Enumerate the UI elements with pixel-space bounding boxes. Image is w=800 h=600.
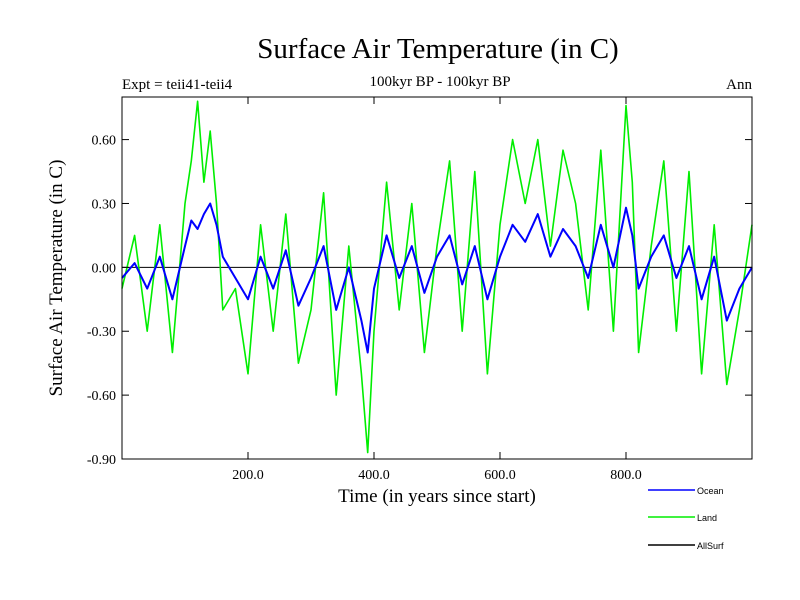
y-tick-label: -0.30 bbox=[87, 325, 116, 340]
chart-subtitle: 100kyr BP - 100kyr BP bbox=[369, 74, 510, 90]
x-tick-label: 600.0 bbox=[484, 468, 516, 483]
legend-label-allsurf: AllSurf bbox=[697, 541, 724, 551]
series-layer bbox=[121, 100, 753, 454]
y-tick-label: -0.90 bbox=[87, 453, 116, 468]
x-tick-label: 400.0 bbox=[358, 468, 390, 483]
legend: Ocean Land AllSurf bbox=[648, 486, 724, 551]
legend-label-ocean: Ocean bbox=[697, 486, 724, 496]
x-axis: 200.0 400.0 600.0 800.0 bbox=[232, 97, 642, 483]
y-tick-label: 0.30 bbox=[92, 197, 117, 212]
series-line-land bbox=[121, 100, 753, 454]
chart-title: Surface Air Temperature (in C) bbox=[257, 33, 618, 65]
legend-label-land: Land bbox=[697, 513, 717, 523]
y-tick-label: -0.60 bbox=[87, 389, 116, 404]
experiment-label: Expt = teii41-teii4 bbox=[122, 77, 233, 93]
y-axis: 0.60 0.30 0.00 -0.30 -0.60 -0.90 bbox=[87, 134, 752, 468]
season-label: Ann bbox=[726, 77, 752, 93]
x-tick-label: 200.0 bbox=[232, 468, 264, 483]
plot-frame bbox=[121, 96, 753, 460]
y-axis-label: Surface Air Temperature (in C) bbox=[46, 160, 67, 397]
y-tick-label: 0.60 bbox=[92, 134, 117, 149]
y-tick-label: 0.00 bbox=[92, 261, 117, 276]
x-axis-label: Time (in years since start) bbox=[338, 486, 536, 507]
series-line-ocean bbox=[121, 202, 753, 354]
x-tick-label: 800.0 bbox=[610, 468, 642, 483]
